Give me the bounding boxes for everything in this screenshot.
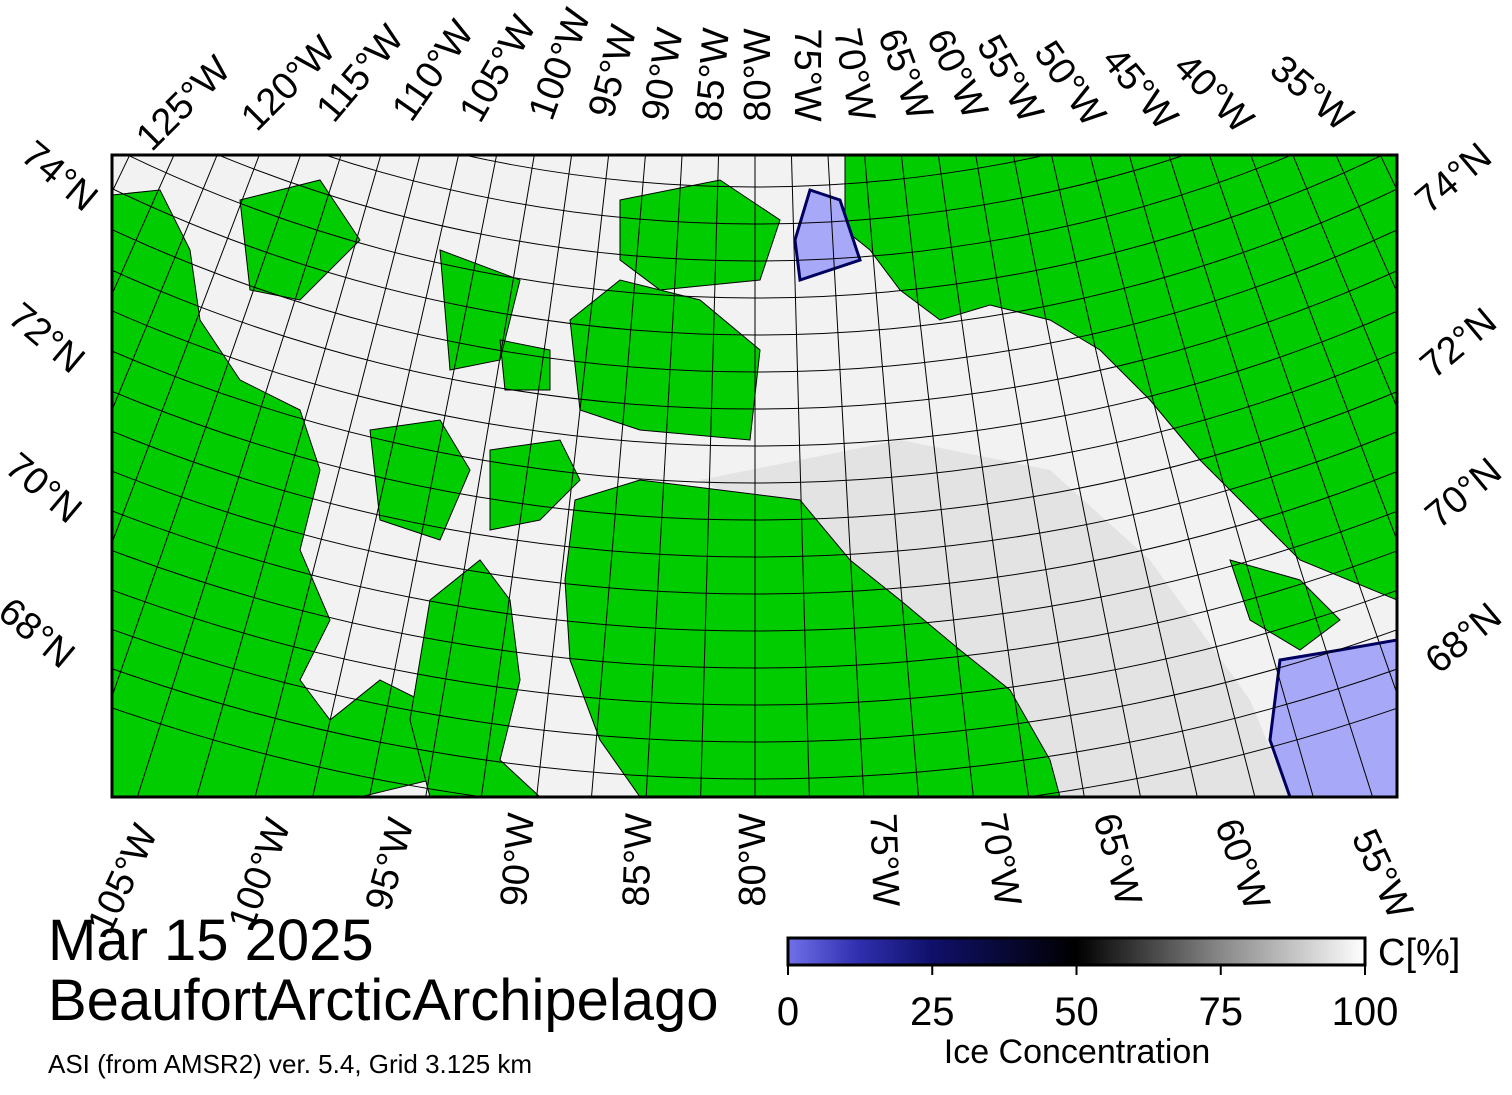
colorbar-title: Ice Concentration — [944, 1033, 1211, 1071]
meridian-line — [1335, 155, 1397, 294]
meridian-line — [1292, 155, 1397, 409]
lon-label: 45°W — [1093, 39, 1185, 138]
meridian-line — [112, 155, 260, 545]
colorbar-tick-label: 75 — [1199, 990, 1244, 1034]
meridian-line — [790, 155, 810, 797]
meridian-line — [1474, 0, 1512, 599]
meridian-line — [136, 155, 342, 797]
ice-texture — [700, 440, 1290, 797]
lon-label: 85°W — [615, 812, 660, 907]
lon-label: 50°W — [1026, 34, 1114, 135]
meridian-line — [1128, 155, 1314, 797]
meridian-line — [1012, 155, 1142, 797]
lon-label: 40°W — [1166, 46, 1262, 142]
region-name: BeaufortArcticArchipelago — [48, 968, 719, 1033]
meridian-line — [425, 155, 535, 797]
colorbar — [786, 936, 1367, 967]
lon-label: 125°W — [128, 48, 239, 159]
meridian-line — [480, 155, 573, 797]
meridian-line — [1208, 155, 1397, 696]
lat-label: 70°N — [1418, 450, 1510, 537]
colorbar-unit: C[%] — [1378, 932, 1460, 974]
lat-label: 68°N — [0, 590, 82, 677]
lat-label: 74°N — [1408, 135, 1500, 222]
meridian-line — [975, 155, 1085, 797]
meridian-line — [1050, 155, 1198, 797]
land-greenland — [844, 155, 1397, 601]
lon-label: 75°W — [861, 813, 906, 908]
lat-label: 70°N — [0, 445, 89, 532]
map-frame — [110, 153, 1399, 799]
meridian-line — [536, 155, 610, 797]
meridian-line — [700, 155, 720, 797]
lon-label: 80°W — [732, 813, 774, 906]
lat-label: 72°N — [1413, 300, 1505, 387]
meridian-line — [312, 155, 460, 797]
colorbar-tick-label: 25 — [910, 990, 955, 1034]
land-disko — [1229, 559, 1341, 651]
map-body — [112, 0, 1512, 797]
meridian-line — [254, 155, 421, 797]
lon-label: 65°W — [1085, 809, 1150, 910]
meridian-line — [937, 155, 1030, 797]
lon-label: 90°W — [493, 811, 543, 908]
lon-label: 75°W — [786, 28, 828, 121]
lon-label: 55°W — [1343, 823, 1421, 925]
meridian-line — [864, 155, 919, 797]
meridian-line — [1168, 155, 1374, 797]
colorbar-ticks: 0 25 50 75 100 — [777, 965, 1399, 1034]
meridian-line — [368, 155, 498, 797]
meridian-line — [112, 155, 218, 412]
meridian-line — [196, 155, 382, 797]
open-water — [793, 188, 862, 283]
open-water — [1268, 638, 1397, 797]
date: Mar 15 2025 — [48, 908, 374, 973]
meridian-line — [1250, 155, 1397, 542]
source-note: ASI (from AMSR2) ver. 5.4, Grid 3.125 km — [48, 1049, 532, 1079]
colorbar-tick-label: 50 — [1054, 990, 1099, 1034]
lat-label: 68°N — [1418, 595, 1510, 682]
lon-label: 70°W — [971, 810, 1029, 909]
graticule — [112, 0, 1512, 797]
meridian-line — [112, 155, 175, 296]
meridian-line — [900, 155, 974, 797]
meridian-line — [112, 155, 302, 698]
colorbar-tick-label: 100 — [1332, 990, 1399, 1034]
lat-label: 72°N — [0, 295, 92, 382]
meridian-line — [645, 155, 683, 797]
meridian-line — [827, 155, 865, 797]
lon-label: 85°W — [688, 26, 738, 123]
lat-label: 74°N — [13, 133, 105, 220]
colorbar-tick-label: 0 — [777, 990, 799, 1034]
land-mainland-west — [112, 189, 431, 797]
lon-label: 60°W — [1206, 813, 1277, 915]
land-baffin — [564, 479, 1061, 797]
meridian-line — [1089, 155, 1256, 797]
meridian-line — [591, 155, 646, 797]
lon-label: 35°W — [1262, 47, 1361, 139]
lon-label: 80°W — [737, 28, 779, 121]
lon-label: 95°W — [358, 814, 423, 915]
